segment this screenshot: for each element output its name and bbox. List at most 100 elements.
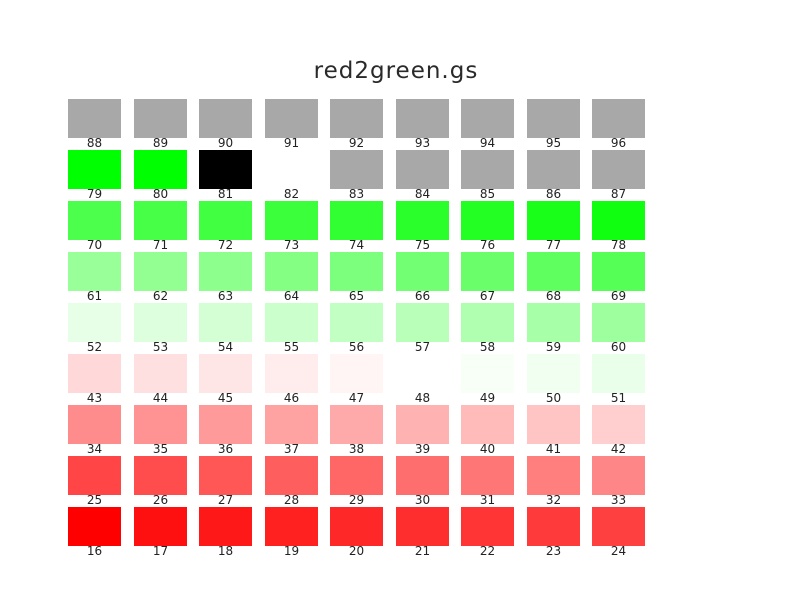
color-swatch-cell: 16: [68, 507, 121, 558]
color-index-label: 69: [610, 289, 627, 303]
color-index-label: 16: [86, 544, 103, 558]
color-index-label: 50: [545, 391, 562, 405]
color-swatch: [527, 252, 580, 291]
color-swatch-cell: 23: [527, 507, 580, 558]
color-swatch: [461, 456, 514, 495]
color-swatch: [134, 456, 187, 495]
color-swatch: [68, 252, 121, 291]
color-index-label: 43: [86, 391, 103, 405]
color-swatch-cell: 73: [265, 201, 318, 252]
color-index-label: 58: [479, 340, 496, 354]
color-index-label: 55: [283, 340, 300, 354]
color-index-label: 46: [283, 391, 300, 405]
color-swatch-cell: 95: [527, 99, 580, 150]
color-swatch: [592, 354, 645, 393]
color-index-label: 86: [545, 187, 562, 201]
color-index-label: 23: [545, 544, 562, 558]
color-index-label: 25: [86, 493, 103, 507]
color-index-label: 29: [348, 493, 365, 507]
color-swatch-cell: 88: [68, 99, 121, 150]
color-index-label: 94: [479, 136, 496, 150]
color-swatch: [592, 99, 645, 138]
color-index-label: 41: [545, 442, 562, 456]
color-index-label: 31: [479, 493, 496, 507]
color-swatch: [461, 354, 514, 393]
color-swatch-cell: 78: [592, 201, 645, 252]
color-swatch-cell: 50: [527, 354, 580, 405]
color-index-label: 22: [479, 544, 496, 558]
color-swatch: [396, 99, 449, 138]
color-swatch-cell: 89: [134, 99, 187, 150]
color-swatch: [330, 507, 383, 546]
color-swatch: [265, 507, 318, 546]
color-index-label: 26: [152, 493, 169, 507]
color-swatch: [68, 405, 121, 444]
color-swatch: [134, 507, 187, 546]
color-index-label: 85: [479, 187, 496, 201]
color-swatch: [396, 456, 449, 495]
color-swatch: [68, 201, 121, 240]
color-swatch-cell: 65: [330, 252, 383, 303]
color-index-label: 21: [414, 544, 431, 558]
color-index-label: 84: [414, 187, 431, 201]
color-swatch-cell: 83: [330, 150, 383, 201]
color-swatch: [265, 150, 318, 189]
color-swatch-cell: 71: [134, 201, 187, 252]
color-swatch: [199, 150, 252, 189]
color-swatch: [527, 405, 580, 444]
color-index-label: 71: [152, 238, 169, 252]
color-swatch: [396, 252, 449, 291]
color-swatch-cell: 82: [265, 150, 318, 201]
color-swatch: [68, 456, 121, 495]
color-swatch: [199, 507, 252, 546]
color-swatch-cell: 33: [592, 456, 645, 507]
color-swatch: [199, 303, 252, 342]
color-index-label: 82: [283, 187, 300, 201]
color-swatch: [134, 99, 187, 138]
color-swatch-cell: 61: [68, 252, 121, 303]
color-swatch-cell: 45: [199, 354, 252, 405]
color-swatch: [199, 405, 252, 444]
color-index-label: 59: [545, 340, 562, 354]
color-swatch-cell: 72: [199, 201, 252, 252]
color-swatch-cell: 20: [330, 507, 383, 558]
color-index-label: 30: [414, 493, 431, 507]
color-swatch: [265, 201, 318, 240]
color-swatch-cell: 60: [592, 303, 645, 354]
color-swatch: [134, 354, 187, 393]
color-swatch-cell: 27: [199, 456, 252, 507]
color-swatch-cell: 81: [199, 150, 252, 201]
color-swatch-cell: 49: [461, 354, 514, 405]
color-swatch: [527, 201, 580, 240]
color-index-label: 89: [152, 136, 169, 150]
color-index-label: 96: [610, 136, 627, 150]
color-swatch: [527, 456, 580, 495]
color-swatch-cell: 28: [265, 456, 318, 507]
color-index-label: 90: [217, 136, 234, 150]
color-swatch: [134, 405, 187, 444]
color-index-label: 19: [283, 544, 300, 558]
color-index-label: 91: [283, 136, 300, 150]
color-swatch-cell: 75: [396, 201, 449, 252]
color-index-label: 70: [86, 238, 103, 252]
color-swatch-cell: 41: [527, 405, 580, 456]
color-swatch: [461, 201, 514, 240]
color-index-label: 75: [414, 238, 431, 252]
color-swatch: [330, 303, 383, 342]
color-swatch: [592, 201, 645, 240]
color-swatch-cell: 26: [134, 456, 187, 507]
color-index-label: 20: [348, 544, 365, 558]
color-swatch: [330, 201, 383, 240]
color-index-label: 80: [152, 187, 169, 201]
color-index-label: 73: [283, 238, 300, 252]
color-index-label: 28: [283, 493, 300, 507]
color-swatch-cell: 18: [199, 507, 252, 558]
color-index-label: 54: [217, 340, 234, 354]
color-swatch-cell: 51: [592, 354, 645, 405]
color-swatch: [68, 303, 121, 342]
color-index-label: 83: [348, 187, 365, 201]
color-index-label: 24: [610, 544, 627, 558]
color-index-label: 65: [348, 289, 365, 303]
color-swatch: [68, 99, 121, 138]
color-swatch-cell: 37: [265, 405, 318, 456]
